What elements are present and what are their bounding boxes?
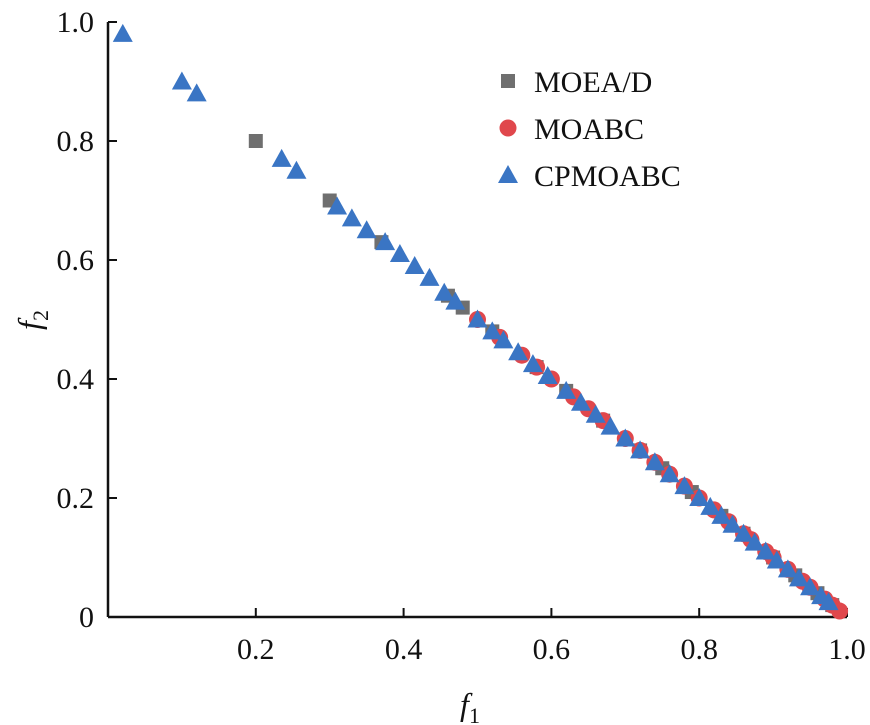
data-point bbox=[286, 160, 307, 179]
x-tick-label: 0.4 bbox=[385, 633, 423, 666]
data-point bbox=[711, 505, 732, 524]
data-point bbox=[356, 220, 377, 239]
data-point bbox=[537, 366, 558, 385]
data-point bbox=[818, 592, 839, 611]
axis-titles: f1 f2 bbox=[11, 310, 480, 725]
data-point bbox=[375, 232, 396, 251]
x-axis-title: f1 bbox=[460, 686, 480, 725]
x-axis-title-sub: 1 bbox=[469, 703, 480, 725]
data-point bbox=[434, 282, 455, 301]
legend-label: MOEA/D bbox=[534, 66, 652, 99]
y-tick-label: 0 bbox=[79, 601, 94, 634]
legend-item: MOABC bbox=[499, 113, 644, 146]
data-point bbox=[689, 488, 710, 506]
data-point bbox=[600, 416, 621, 435]
x-tick-label: 0.8 bbox=[680, 633, 718, 666]
data-point bbox=[630, 440, 651, 459]
data-point bbox=[659, 464, 680, 483]
data-point bbox=[482, 321, 503, 340]
data-point bbox=[389, 244, 410, 263]
data-point bbox=[755, 541, 776, 560]
data-point bbox=[744, 532, 765, 551]
y-tick-label: 0.4 bbox=[57, 363, 95, 396]
legend: MOEA/D MOABC CPMOABC bbox=[498, 66, 681, 193]
legend-marker bbox=[499, 119, 517, 137]
y-tick-label: 0.6 bbox=[57, 244, 95, 277]
y-tick-label: 0.2 bbox=[57, 482, 95, 515]
y-axis-title-sub: 2 bbox=[28, 310, 53, 321]
data-point bbox=[271, 148, 292, 167]
x-tick-label: 0.6 bbox=[533, 633, 571, 666]
y-tick-label: 1.0 bbox=[57, 6, 95, 39]
y-axis-title: f2 bbox=[11, 310, 53, 330]
legend-marker bbox=[498, 165, 518, 183]
data-point bbox=[777, 559, 798, 578]
data-point bbox=[112, 23, 133, 42]
legend-item: MOEA/D bbox=[501, 66, 652, 99]
data-point bbox=[644, 452, 665, 471]
legend-marker bbox=[501, 74, 515, 88]
data-point bbox=[722, 514, 743, 533]
data-point bbox=[404, 255, 425, 274]
series-triangle bbox=[112, 23, 839, 611]
data-point bbox=[585, 404, 606, 423]
data-point bbox=[522, 354, 543, 373]
data-point bbox=[341, 208, 362, 227]
axes: 0.2 0.4 0.6 0.8 1.0 0 0.2 0.4 0.6 0.8 1.0 bbox=[57, 6, 866, 666]
data-point bbox=[186, 83, 207, 102]
data-point bbox=[700, 496, 721, 515]
data-point bbox=[615, 428, 636, 447]
legend-label: CPMOABC bbox=[534, 160, 681, 193]
x-tick-label: 1.0 bbox=[828, 633, 866, 666]
data-marks bbox=[112, 23, 849, 620]
y-tick-label: 0.8 bbox=[57, 125, 95, 158]
data-point bbox=[508, 342, 529, 361]
legend-item: CPMOABC bbox=[498, 160, 681, 193]
data-point bbox=[766, 550, 787, 569]
legend-label: MOABC bbox=[534, 113, 644, 146]
data-point bbox=[674, 476, 695, 495]
data-point bbox=[800, 577, 821, 596]
data-point bbox=[327, 196, 348, 215]
data-point bbox=[788, 568, 809, 587]
data-point bbox=[493, 330, 514, 349]
data-point bbox=[467, 309, 488, 328]
data-point bbox=[419, 267, 440, 286]
x-tick-label: 0.2 bbox=[237, 633, 275, 666]
data-point bbox=[733, 523, 754, 542]
data-point bbox=[248, 134, 263, 148]
data-point bbox=[171, 71, 192, 90]
data-point bbox=[570, 392, 591, 411]
data-point bbox=[445, 291, 466, 310]
data-point bbox=[556, 380, 577, 399]
